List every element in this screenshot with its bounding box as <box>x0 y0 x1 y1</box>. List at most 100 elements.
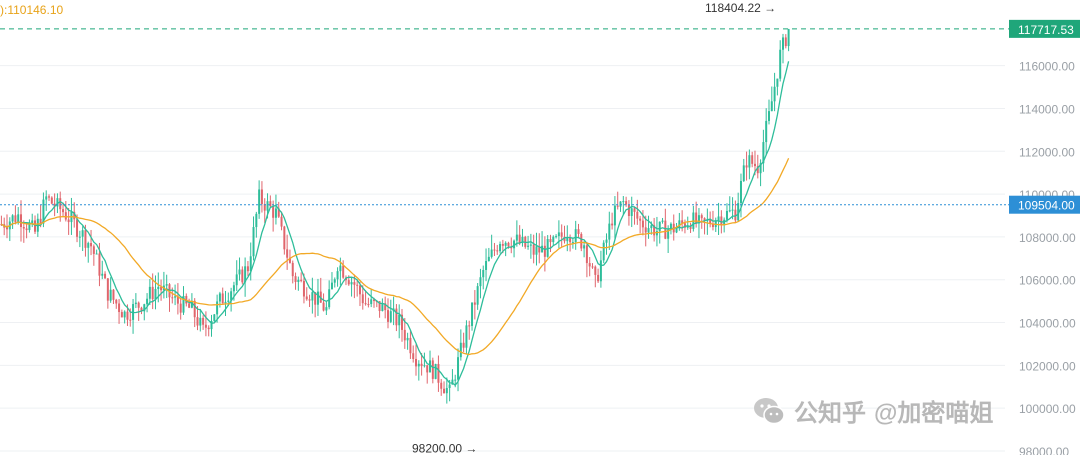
candle-body <box>669 223 672 230</box>
candle-body <box>230 291 233 301</box>
candle-body <box>787 29 790 47</box>
candle-body <box>258 189 261 214</box>
candle-body <box>454 379 457 381</box>
candle-body <box>527 245 530 247</box>
candle-body <box>137 302 140 308</box>
candle-body <box>84 230 87 248</box>
candle-body <box>445 388 448 394</box>
candle-body <box>415 358 418 367</box>
candle-body <box>513 240 516 249</box>
candle-body <box>431 360 434 379</box>
candle-body <box>762 142 765 164</box>
candle-body <box>753 163 756 167</box>
candle-body <box>485 260 488 270</box>
candle-body <box>218 293 221 302</box>
y-tick-label: 98000.00 <box>1019 445 1069 455</box>
candle-body <box>241 269 244 283</box>
candle-body <box>569 237 572 243</box>
candle-body <box>462 342 465 348</box>
candle-body <box>644 227 647 233</box>
candle-body <box>227 300 230 302</box>
y-tick-label: 108000.00 <box>1019 231 1076 245</box>
candle-body <box>386 310 389 322</box>
candle-body <box>330 282 333 290</box>
candle-body <box>459 342 462 358</box>
candle-body <box>398 314 401 326</box>
candle-body <box>661 220 664 222</box>
candle-body <box>11 215 14 222</box>
candle-body <box>499 244 502 252</box>
candle-body <box>53 203 56 207</box>
candle-body <box>457 357 460 380</box>
candle-body <box>160 286 163 291</box>
candle-body <box>751 155 754 164</box>
candle-body <box>104 273 107 279</box>
candle-body <box>742 165 745 181</box>
candle-body <box>532 244 535 255</box>
candle-body <box>784 37 787 47</box>
candle-body <box>613 205 616 226</box>
candle-body <box>42 199 45 224</box>
candle-body <box>300 279 303 281</box>
candle-body <box>249 256 252 272</box>
candle-body <box>143 304 146 312</box>
candle-body <box>90 243 93 247</box>
candle-body <box>286 249 289 258</box>
candle-body <box>370 299 373 305</box>
candle-body <box>611 223 614 226</box>
candle-body <box>246 266 249 272</box>
candle-body <box>739 180 742 204</box>
candle-body <box>482 269 485 278</box>
candle-body <box>507 242 510 247</box>
candle-body <box>594 266 597 275</box>
candle-body <box>725 210 728 220</box>
candle-body <box>476 286 479 305</box>
candle-body <box>703 218 706 222</box>
candle-body <box>468 325 471 327</box>
candle-body <box>311 292 314 301</box>
candle-body <box>412 353 415 359</box>
candle-body <box>683 223 686 228</box>
candle-body <box>588 263 591 267</box>
candle-body <box>14 215 17 223</box>
candle-body <box>748 155 751 168</box>
candle-body <box>76 219 79 237</box>
candle-body <box>221 293 224 304</box>
candle-body <box>294 276 297 282</box>
candle-body <box>378 301 381 312</box>
candle-body <box>277 208 280 217</box>
candle-body <box>308 299 311 301</box>
candle-body <box>711 223 714 228</box>
candle-body <box>322 302 325 311</box>
candle-body <box>280 216 283 227</box>
candle-body <box>723 219 726 226</box>
candle-body <box>95 253 98 255</box>
candle-body <box>148 286 151 299</box>
candle-body <box>619 201 622 207</box>
candle-body <box>571 242 574 244</box>
candle-body <box>123 311 126 318</box>
candle-body <box>443 388 446 394</box>
candle-body <box>182 295 185 313</box>
candle-body <box>157 286 160 290</box>
last-price-tag: 117717.53 <box>1018 23 1074 37</box>
candle-body <box>106 278 109 301</box>
watermark: 公知乎 @加密喵姐 <box>752 393 993 428</box>
candles-group <box>0 28 790 404</box>
candle-body <box>709 219 712 224</box>
candle-body <box>196 317 199 326</box>
candle-body <box>342 265 345 278</box>
candle-body <box>22 227 25 229</box>
candle-body <box>639 218 642 221</box>
candle-body <box>20 214 23 228</box>
candle-body <box>140 307 143 312</box>
candle-body <box>518 234 521 243</box>
candle-body <box>316 291 319 305</box>
candle-body <box>67 219 70 223</box>
candle-body <box>353 282 356 285</box>
candle-body <box>174 296 177 298</box>
candle-body <box>25 228 28 231</box>
high-annotation: 118404.22 → <box>705 1 776 15</box>
y-tick-label: 102000.00 <box>1019 359 1076 373</box>
